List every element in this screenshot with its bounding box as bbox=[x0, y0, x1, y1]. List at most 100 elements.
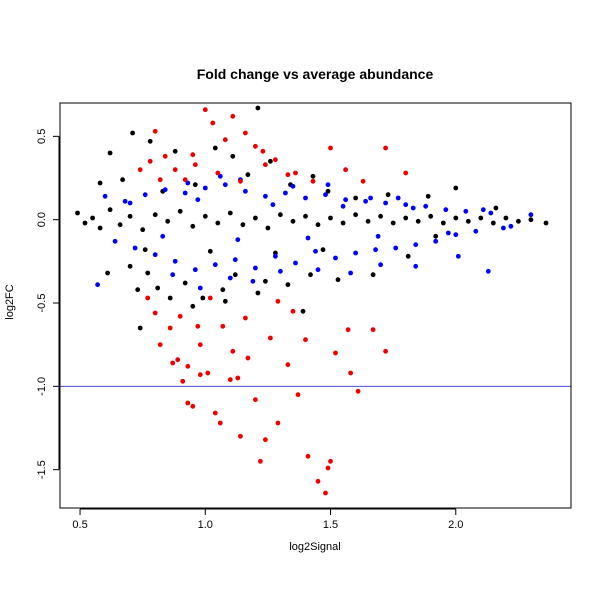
data-point-blue bbox=[278, 268, 283, 274]
data-point-blue bbox=[122, 198, 128, 204]
x-tick-label: 2.0 bbox=[448, 519, 463, 531]
data-point-black bbox=[253, 215, 258, 221]
data-point-black bbox=[120, 177, 125, 183]
data-point-red bbox=[190, 152, 196, 158]
data-point-red bbox=[217, 420, 223, 426]
data-point-red bbox=[185, 363, 191, 369]
data-point-red bbox=[152, 128, 158, 134]
data-point-black bbox=[300, 308, 306, 314]
chart-title: Fold change vs average abundance bbox=[197, 66, 434, 82]
data-point-red bbox=[268, 335, 273, 341]
data-point-blue bbox=[283, 190, 288, 196]
data-point-blue bbox=[443, 207, 449, 213]
data-point-black bbox=[320, 247, 326, 253]
data-point-red bbox=[238, 433, 243, 439]
data-point-red bbox=[285, 172, 291, 178]
x-tick-label: 1.0 bbox=[198, 519, 213, 531]
data-point-red bbox=[275, 298, 281, 304]
plot-frame bbox=[59, 102, 572, 509]
data-point-red bbox=[345, 327, 351, 333]
data-point-black bbox=[135, 287, 141, 293]
data-point-black bbox=[82, 220, 88, 226]
data-point-blue bbox=[393, 245, 399, 251]
data-point-black bbox=[415, 218, 421, 224]
data-point-black bbox=[207, 248, 213, 254]
data-point-blue bbox=[227, 275, 233, 281]
data-point-blue bbox=[95, 282, 100, 288]
data-point-black bbox=[303, 213, 308, 219]
data-point-red bbox=[205, 370, 211, 376]
data-point-black bbox=[117, 222, 123, 228]
x-tick-label: 0.5 bbox=[72, 519, 87, 531]
data-point-red bbox=[197, 372, 203, 378]
data-point-blue bbox=[455, 253, 461, 259]
data-point-red bbox=[230, 348, 236, 354]
data-point-red bbox=[383, 348, 388, 354]
x-axis-title: log2Signal bbox=[289, 541, 340, 553]
data-point-red bbox=[403, 170, 409, 176]
data-point-red bbox=[145, 295, 151, 301]
data-point-blue bbox=[112, 238, 118, 244]
data-point-black bbox=[105, 270, 110, 276]
data-point-black bbox=[107, 150, 113, 156]
data-point-black bbox=[75, 210, 80, 216]
data-point-blue bbox=[270, 202, 276, 208]
data-point-black bbox=[245, 172, 251, 178]
data-point-red bbox=[172, 167, 178, 173]
data-point-blue bbox=[463, 208, 469, 214]
data-point-black bbox=[365, 218, 371, 224]
data-point-red bbox=[263, 437, 268, 443]
data-point-black bbox=[403, 215, 409, 221]
data-point-red bbox=[315, 478, 321, 484]
data-point-red bbox=[275, 420, 281, 426]
data-point-blue bbox=[375, 233, 381, 239]
data-point-black bbox=[147, 138, 153, 144]
data-point-black bbox=[353, 212, 358, 218]
data-point-black bbox=[503, 215, 509, 221]
data-point-blue bbox=[195, 197, 201, 203]
data-point-red bbox=[222, 137, 228, 143]
data-point-black bbox=[310, 173, 316, 179]
data-point-blue bbox=[152, 252, 158, 258]
data-point-red bbox=[370, 327, 376, 333]
data-point-black bbox=[453, 215, 459, 221]
data-point-red bbox=[167, 325, 173, 331]
data-point-red bbox=[355, 388, 361, 394]
data-point-blue bbox=[217, 173, 223, 179]
data-point-red bbox=[293, 170, 298, 176]
data-point-blue bbox=[340, 203, 346, 209]
data-point-blue bbox=[433, 238, 439, 244]
data-point-black bbox=[516, 218, 521, 224]
data-point-red bbox=[305, 453, 311, 459]
data-point-black bbox=[145, 270, 151, 276]
data-point-black bbox=[335, 277, 341, 283]
data-point-blue bbox=[305, 235, 311, 241]
data-point-red bbox=[253, 143, 258, 149]
data-point-black bbox=[97, 225, 103, 231]
data-point-red bbox=[185, 400, 191, 406]
data-point-blue bbox=[160, 233, 166, 239]
data-point-black bbox=[440, 220, 446, 226]
data-point-red bbox=[230, 113, 236, 119]
data-point-red bbox=[333, 350, 338, 356]
data-point-red bbox=[220, 323, 226, 329]
data-point-black bbox=[137, 325, 143, 331]
data-point-black bbox=[202, 213, 208, 219]
data-point-red bbox=[212, 410, 218, 416]
data-point-blue bbox=[273, 253, 278, 259]
data-point-blue bbox=[363, 198, 368, 204]
data-point-red bbox=[290, 308, 296, 314]
data-point-blue bbox=[368, 195, 373, 201]
data-point-blue bbox=[192, 267, 198, 273]
data-point-black bbox=[378, 213, 383, 219]
data-point-black bbox=[273, 250, 278, 256]
data-point-blue bbox=[313, 248, 318, 254]
data-point-blue bbox=[378, 262, 383, 268]
data-point-red bbox=[360, 178, 366, 184]
data-point-red bbox=[263, 162, 268, 168]
data-point-black bbox=[107, 207, 113, 213]
y-tick-label: -0.5 bbox=[36, 294, 48, 313]
data-point-blue bbox=[253, 265, 258, 271]
data-point-red bbox=[260, 148, 266, 154]
